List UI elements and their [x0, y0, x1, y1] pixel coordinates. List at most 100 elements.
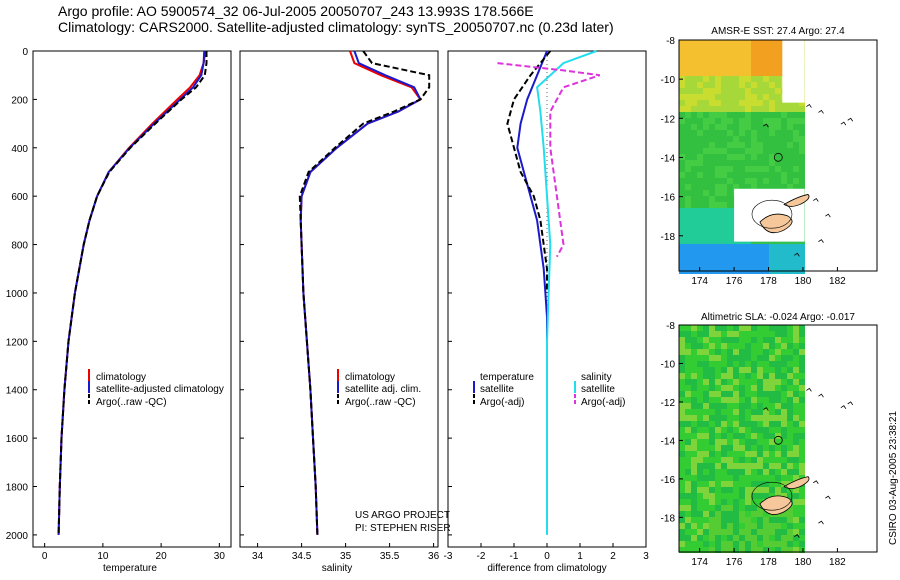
- map-cell: [721, 397, 727, 403]
- map-cell: [763, 379, 769, 385]
- map-cell: [757, 160, 763, 166]
- map-cell: [751, 541, 757, 547]
- map-cell: [679, 130, 685, 136]
- map-cell: [781, 112, 787, 118]
- map-cell: [721, 529, 727, 535]
- map-cell: [733, 469, 739, 475]
- map-cell: [769, 403, 775, 409]
- map-cell: [727, 232, 733, 238]
- map-cell: [715, 70, 721, 76]
- map-cell: [679, 214, 685, 220]
- series-line-temperature-satellite: [516, 50, 548, 342]
- map-cell: [679, 52, 685, 58]
- map-cell: [781, 244, 787, 250]
- map-cell: [727, 493, 733, 499]
- map-cell: [763, 427, 769, 433]
- map-cell: [691, 154, 697, 160]
- map-cell: [769, 457, 775, 463]
- map-cell: [691, 487, 697, 493]
- map-cell: [715, 493, 721, 499]
- map-cell: [727, 142, 733, 148]
- map-cell: [787, 493, 793, 499]
- map-cell: [691, 256, 697, 262]
- map-cell: [775, 547, 781, 553]
- map-cell: [793, 343, 799, 349]
- map-cell: [691, 70, 697, 76]
- map-cell: [739, 244, 745, 250]
- map-cell: [775, 427, 781, 433]
- map-cell: [709, 136, 715, 142]
- map-cell: [703, 325, 709, 331]
- map-cell: [691, 58, 697, 64]
- map-cell: [679, 112, 685, 118]
- map-cell: [769, 94, 775, 100]
- map-cell: [793, 106, 799, 112]
- map-cell: [697, 499, 703, 505]
- x-tick-label: 10: [97, 551, 109, 562]
- map-cell: [751, 58, 757, 64]
- map-cell: [697, 505, 703, 511]
- map-cell: [691, 52, 697, 58]
- map-cell: [799, 457, 805, 463]
- map-cell: [709, 427, 715, 433]
- map-cell: [757, 64, 763, 70]
- map-cell: [703, 112, 709, 118]
- map-cell: [703, 469, 709, 475]
- map-cell: [739, 391, 745, 397]
- map-cell: [769, 256, 775, 262]
- map-cell: [709, 361, 715, 367]
- map-cell: [709, 208, 715, 214]
- map-cell: [697, 226, 703, 232]
- map-cell: [745, 250, 751, 256]
- map-cell: [781, 166, 787, 172]
- map-cell: [727, 343, 733, 349]
- map-cell: [745, 433, 751, 439]
- map-cell: [715, 523, 721, 529]
- map-cell: [757, 172, 763, 178]
- map-cell: [685, 475, 691, 481]
- map-cell: [685, 385, 691, 391]
- map-cell: [733, 160, 739, 166]
- map-cell: [775, 184, 781, 190]
- map-cell: [739, 337, 745, 343]
- map-cell: [715, 511, 721, 517]
- map-cell: [691, 349, 697, 355]
- map-cell: [775, 385, 781, 391]
- map-cell: [691, 142, 697, 148]
- map-cell: [715, 475, 721, 481]
- map-cell: [751, 379, 757, 385]
- map-cell: [685, 493, 691, 499]
- map-cell: [775, 349, 781, 355]
- map-cell: [751, 160, 757, 166]
- map-cell: [721, 94, 727, 100]
- map-cell: [727, 433, 733, 439]
- map-cell: [745, 349, 751, 355]
- map-cell: [733, 76, 739, 82]
- map-cell: [745, 70, 751, 76]
- map-cell: [697, 202, 703, 208]
- map-y-tick-label: -12: [661, 114, 676, 125]
- map-cell: [697, 493, 703, 499]
- map-cell: [787, 529, 793, 535]
- map-cell: [769, 541, 775, 547]
- map-cell: [727, 529, 733, 535]
- map-cell: [697, 355, 703, 361]
- series-line-satellite-adjusted-climatology: [57, 50, 206, 535]
- map-cell: [775, 331, 781, 337]
- map-cell: [703, 46, 709, 52]
- map-cell: [679, 106, 685, 112]
- map-cell: [751, 256, 757, 262]
- map-cell: [733, 325, 739, 331]
- map-cell: [715, 172, 721, 178]
- map-cell: [739, 46, 745, 52]
- map-cell: [781, 136, 787, 142]
- map-cell: [733, 427, 739, 433]
- map-cell: [679, 487, 685, 493]
- map-cell: [793, 373, 799, 379]
- map-cell: [715, 505, 721, 511]
- map-cell: [679, 142, 685, 148]
- map-cell: [781, 541, 787, 547]
- map-cell: [757, 250, 763, 256]
- map-cell: [793, 547, 799, 553]
- map-cell: [763, 112, 769, 118]
